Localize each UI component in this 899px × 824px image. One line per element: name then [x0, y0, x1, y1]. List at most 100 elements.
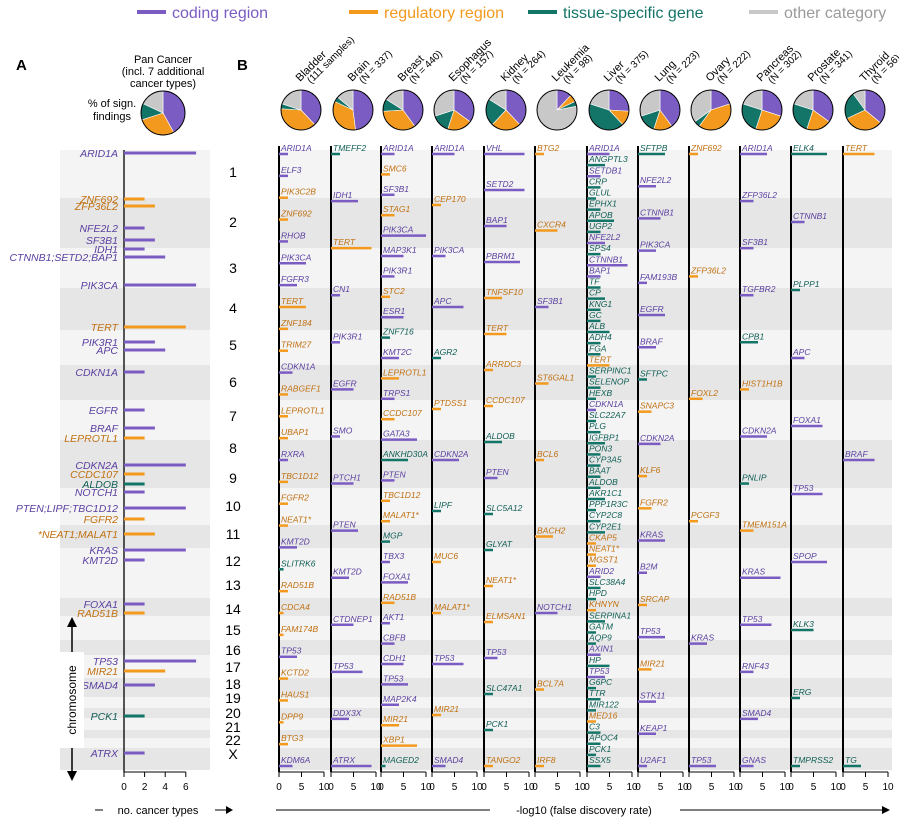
cancer-gene-label: AKR1C1 [588, 488, 622, 498]
chromosome-label: 16 [225, 642, 241, 658]
cancer-gene-label: DDX3X [333, 708, 362, 718]
pan-cancer-gene-label: SF3B1 [86, 235, 118, 247]
pan-cancer-gene-label: NOTCH1 [75, 487, 118, 499]
pan-cancer-gene-label: ATRX [90, 748, 119, 760]
cancer-gene-label: KLF6 [640, 465, 661, 475]
chromosome-label: 2 [229, 214, 237, 230]
x-tick-label: 5 [299, 782, 305, 793]
chromosome-band [60, 288, 210, 330]
cancer-gene-label: CBFB [383, 633, 406, 643]
chromosome-label: 6 [229, 374, 237, 390]
cancer-gene-label: HPD [589, 588, 607, 598]
cancer-gene-label: MIR122 [589, 699, 619, 709]
cancer-gene-label: TP53 [742, 614, 763, 624]
cancer-gene-label: MALAT1* [434, 602, 470, 612]
cancer-gene-label: C3 [589, 722, 600, 732]
cancer-pie [844, 89, 886, 131]
x-tick-label: 5 [351, 782, 357, 793]
pan-cancer-gene-label: PCK1 [91, 711, 118, 723]
x-tick-label: 10 [626, 782, 638, 793]
cancer-gene-label: PLG [589, 421, 606, 431]
chromosome-label: 17 [225, 659, 241, 675]
cancer-gene-label: GC [589, 310, 603, 320]
cancer-gene-label: APOC4 [588, 733, 618, 743]
pie-outline [433, 89, 475, 131]
cancer-gene-label: PPP1R3C [589, 499, 629, 509]
cancer-gene-label: CYP3A5 [589, 455, 622, 465]
chromosome-band [60, 525, 210, 548]
cancer-gene-label: STAG1 [383, 204, 411, 214]
cancer-gene-label: RAD51B [281, 580, 314, 590]
cancer-gene-label: PIK3CA [640, 240, 671, 250]
cancer-gene-label: TANGO2 [486, 755, 521, 765]
x-tick-label: 10 [728, 782, 740, 793]
panel-a-tick-label: 4 [162, 782, 168, 793]
cancer-gene-label: KRAS [691, 633, 714, 643]
x-tick-label: 5 [607, 782, 613, 793]
pie-outline [332, 89, 374, 131]
cancer-gene-label: SMO [333, 425, 353, 435]
cancer-gene-label: TRIM27 [281, 340, 312, 350]
cancer-gene-label: VHL [486, 143, 503, 153]
cancer-gene-label: TP53 [486, 647, 507, 657]
cancer-pie [280, 89, 322, 131]
chromosome-label: 9 [229, 470, 237, 486]
chromosome-label: 21 [225, 719, 241, 735]
cancer-gene-label: PIK3R1 [333, 331, 363, 341]
x-tick-label: 5 [401, 782, 407, 793]
cancer-gene-label: ANGPTL3 [588, 154, 628, 164]
cancer-gene-label: TERT [281, 296, 304, 306]
pie-outline [588, 89, 630, 131]
cancer-gene-label: SLC5A12 [486, 503, 523, 513]
cancer-gene-label: NFE2L2 [640, 175, 671, 185]
cancer-gene-label: CYP2C8 [589, 510, 622, 520]
pan-cancer-gene-label: KRAS [89, 545, 118, 557]
pan-cancer-gene-label: TERT [91, 322, 120, 334]
cancer-gene-label: CDKN2A [640, 433, 675, 443]
cancer-gene-label: RABGEF1 [281, 383, 321, 393]
cancer-gene-label: TERT [845, 143, 868, 153]
chromosome-band [278, 525, 892, 548]
cancer-gene-label: MAP3K1 [383, 245, 417, 255]
x-tick-label: 10 [318, 782, 330, 793]
cancer-gene-label: SMC6 [383, 163, 407, 173]
chromosome-band [278, 288, 892, 330]
cancer-gene-label: TERT [333, 237, 356, 247]
cancer-gene-label: PIK3CA [281, 252, 312, 262]
cancer-gene-label: CDKN2A [434, 449, 469, 459]
cancer-gene-label: CYP2E1 [589, 521, 622, 531]
cancer-gene-label: RAD51B [383, 592, 416, 602]
chromosome-label: 12 [225, 553, 241, 569]
cancer-gene-label: BTG2 [537, 143, 559, 153]
cancer-pie [332, 89, 374, 131]
panel-a-axis-title: no. cancer types [118, 805, 199, 817]
cancer-gene-label: CPB1 [742, 331, 764, 341]
pan-cancer-gene-label: MIR21 [87, 666, 118, 678]
x-tick-label: 0 [481, 782, 487, 793]
chromosome-axis-label: chromosome [65, 665, 79, 735]
cancer-gene-label: TP53 [589, 666, 610, 676]
legend-label-coding: coding region [172, 5, 268, 22]
cancer-gene-label: TERT [486, 323, 509, 333]
cancer-gene-label: TF [589, 277, 600, 287]
cancer-gene-label: PIK3R1 [383, 265, 413, 275]
cancer-gene-label: KHNYN [589, 599, 620, 609]
cancer-gene-label: TP53 [333, 661, 354, 671]
chromosome-label: 14 [225, 601, 241, 617]
pie-outline [741, 89, 783, 131]
panel-b: ARID1A ELF3 PIK3C2B ZNF692 RHOB PIK3CA FGFR3 TE… [278, 143, 875, 772]
cancer-gene-label: MED16 [589, 710, 618, 720]
pan-cancer-title-2: (incl. 7 additional [122, 66, 205, 78]
cancer-gene-label: AXIN1 [588, 644, 614, 654]
cancer-gene-label: ZFP36L2 [741, 190, 777, 200]
x-tick-label: 0 [686, 782, 692, 793]
pan-cancer-gene-label: EGFR [89, 405, 119, 417]
cancer-gene-label: HAUS1 [281, 689, 310, 699]
x-tick-label: 5 [555, 782, 561, 793]
x-tick-label: 10 [830, 782, 842, 793]
cancer-gene-label: SPS4 [589, 243, 611, 253]
pan-cancer-title-3: cancer types) [130, 78, 196, 90]
x-tick-label: 0 [737, 782, 743, 793]
cancer-gene-label: FOXA1 [383, 571, 411, 581]
